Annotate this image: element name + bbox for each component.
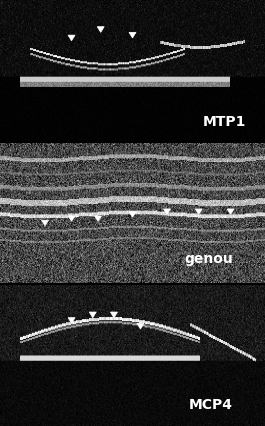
Polygon shape bbox=[129, 32, 136, 38]
Text: MTP1: MTP1 bbox=[203, 115, 246, 130]
Polygon shape bbox=[95, 216, 101, 221]
Polygon shape bbox=[68, 318, 75, 323]
Polygon shape bbox=[68, 216, 75, 221]
Polygon shape bbox=[129, 212, 136, 217]
Polygon shape bbox=[89, 312, 96, 318]
Polygon shape bbox=[42, 220, 48, 225]
Text: genou: genou bbox=[184, 253, 233, 266]
Polygon shape bbox=[97, 27, 104, 32]
Polygon shape bbox=[68, 35, 75, 41]
Polygon shape bbox=[195, 209, 202, 214]
Polygon shape bbox=[111, 312, 117, 318]
Polygon shape bbox=[137, 323, 144, 329]
Polygon shape bbox=[227, 209, 234, 214]
Polygon shape bbox=[164, 209, 170, 214]
Text: MCP4: MCP4 bbox=[189, 398, 233, 412]
